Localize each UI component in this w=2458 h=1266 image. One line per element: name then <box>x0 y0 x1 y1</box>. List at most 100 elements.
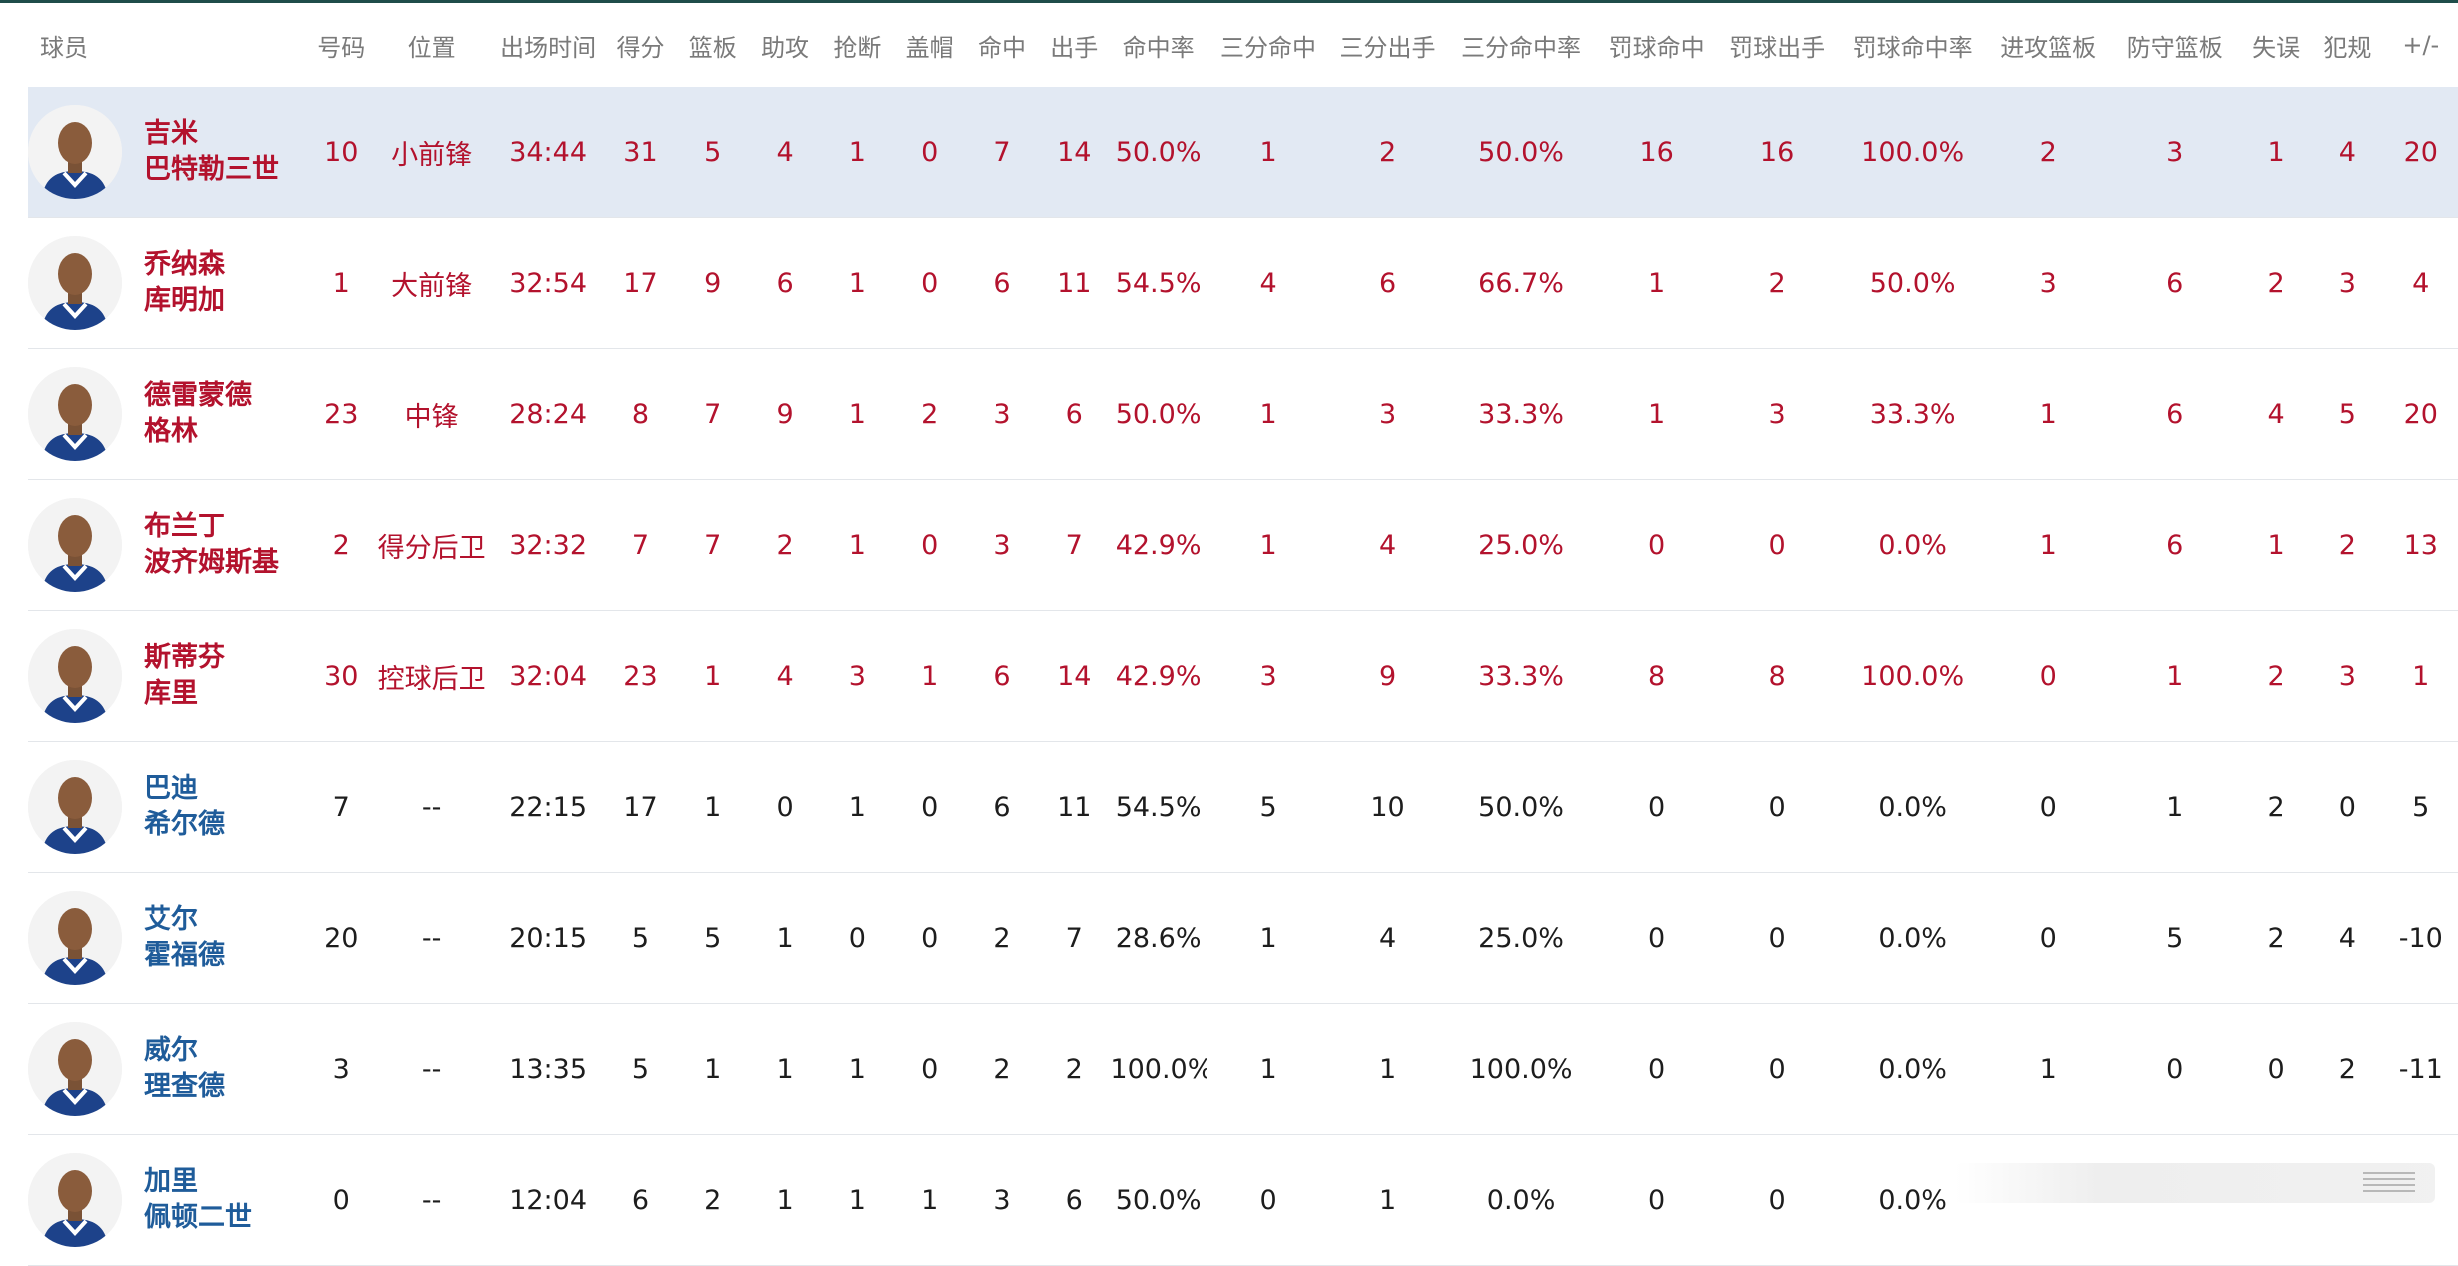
player-info[interactable]: 斯蒂芬 库里 <box>28 611 311 741</box>
header-turnovers[interactable]: 失误 <box>2252 33 2301 62</box>
header-rebounds[interactable]: 篮板 <box>688 33 737 62</box>
header-steals[interactable]: 抢断 <box>833 33 882 62</box>
player-avatar-icon[interactable] <box>28 1022 122 1116</box>
player-name-link[interactable]: 威尔 理查德 <box>144 1033 225 1105</box>
player-cell[interactable]: 威尔 理查德 <box>28 1004 311 1135</box>
header-points[interactable]: 得分 <box>616 33 665 62</box>
stat-three-pct: 100.0% <box>1469 1053 1573 1085</box>
stat-ft-made: 0 <box>1648 1184 1666 1216</box>
stat-number: 30 <box>324 660 359 692</box>
player-cell[interactable]: 加里 佩顿二世 <box>28 1135 311 1266</box>
header-three-made[interactable]: 三分命中 <box>1220 33 1317 62</box>
header-fg-pct[interactable]: 命中率 <box>1122 33 1195 62</box>
header-number[interactable]: 号码 <box>317 33 366 62</box>
table-row[interactable]: 斯蒂芬 库里 30 控球后卫 32:04 23 1 4 3 1 6 14 42.9% 3 9 33.3% 8 8 1… <box>28 611 2458 742</box>
player-avatar-icon[interactable] <box>28 760 122 854</box>
stat-fouls: 0 <box>2338 791 2356 823</box>
header-three-attempts[interactable]: 三分出手 <box>1339 33 1436 62</box>
header-minutes[interactable]: 出场时间 <box>500 33 597 62</box>
player-info[interactable]: 艾尔 霍福德 <box>28 873 311 1003</box>
stat-assists: 4 <box>776 660 794 692</box>
stat-fg-attempts: 7 <box>1065 922 1083 954</box>
stat-steals: 1 <box>848 398 866 430</box>
stat-ft-pct: 50.0% <box>1869 267 1956 299</box>
table-row[interactable]: 威尔 理查德 3 -- 13:35 5 1 1 1 0 2 2 100.0% 1 1 100.0% 0 0 0.0%… <box>28 1004 2458 1135</box>
stat-fg-attempts: 2 <box>1065 1053 1083 1085</box>
player-first-name: 布兰丁 <box>144 511 225 542</box>
player-name-link[interactable]: 德雷蒙德 格林 <box>144 378 252 450</box>
stat-ft-made: 0 <box>1648 1053 1666 1085</box>
header-plus-minus[interactable]: +/- <box>2402 31 2440 59</box>
player-cell[interactable]: 乔纳森 库明加 <box>28 218 311 349</box>
header-blocks[interactable]: 盖帽 <box>905 33 954 62</box>
stat-assists: 9 <box>776 398 794 430</box>
player-name-link[interactable]: 乔纳森 库明加 <box>144 247 225 319</box>
player-info[interactable]: 德雷蒙德 格林 <box>28 349 311 479</box>
stat-points: 17 <box>623 791 658 823</box>
header-off-rebounds[interactable]: 进攻篮板 <box>2000 33 2097 62</box>
stat-fg-pct: 50.0% <box>1115 398 1202 430</box>
player-cell[interactable]: 吉米 巴特勒三世 <box>28 87 311 218</box>
stat-three-pct: 66.7% <box>1478 267 1564 299</box>
table-row[interactable]: 布兰丁 波齐姆斯基 2 得分后卫 32:32 7 7 2 1 0 3 7 42.9% 1 4 25.0% 0 0 0… <box>28 480 2458 611</box>
stat-three-pct: 50.0% <box>1478 136 1564 168</box>
table-row[interactable]: 乔纳森 库明加 1 大前锋 32:54 17 9 6 1 0 6 11 54.5% 4 6 66.7% 1 2 50… <box>28 218 2458 349</box>
header-def-rebounds[interactable]: 防守篮板 <box>2126 33 2223 62</box>
player-avatar-icon[interactable] <box>28 891 122 985</box>
stat-ft-attempts: 0 <box>1768 922 1786 954</box>
stat-points: 31 <box>623 136 658 168</box>
player-last-name: 库里 <box>144 678 198 709</box>
player-avatar-icon[interactable] <box>28 629 122 723</box>
player-cell[interactable]: 艾尔 霍福德 <box>28 873 311 1004</box>
table-row[interactable]: 德雷蒙德 格林 23 中锋 28:24 8 7 9 1 2 3 6 50.0% 1 3 33.3% 1 3 33.3… <box>28 349 2458 480</box>
header-fouls[interactable]: 犯规 <box>2323 33 2372 62</box>
player-avatar-icon[interactable] <box>28 367 122 461</box>
player-name-link[interactable]: 布兰丁 波齐姆斯基 <box>144 509 279 581</box>
header-player[interactable]: 球员 <box>40 33 88 62</box>
header-fg-made[interactable]: 命中 <box>977 33 1026 62</box>
stat-steals: 1 <box>848 791 866 823</box>
stat-turnovers: 4 <box>2267 398 2285 430</box>
stat-fg-pct: 54.5% <box>1115 791 1202 823</box>
table-row[interactable]: 吉米 巴特勒三世 10 小前锋 34:44 31 5 4 1 0 7 14 50.0% 1 2 50.0% 16… <box>28 87 2458 218</box>
player-cell[interactable]: 斯蒂芬 库里 <box>28 611 311 742</box>
player-info[interactable]: 布兰丁 波齐姆斯基 <box>28 480 311 610</box>
player-info[interactable]: 巴迪 希尔德 <box>28 742 311 872</box>
player-name-link[interactable]: 加里 佩顿二世 <box>144 1164 252 1236</box>
player-info[interactable]: 吉米 巴特勒三世 <box>28 87 311 217</box>
header-three-pct[interactable]: 三分命中率 <box>1461 33 1582 62</box>
header-assists[interactable]: 助攻 <box>761 33 810 62</box>
player-name-link[interactable]: 艾尔 霍福德 <box>144 902 225 974</box>
stat-def-rebounds: 3 <box>2166 136 2184 168</box>
player-cell[interactable]: 巴迪 希尔德 <box>28 742 311 873</box>
player-info[interactable]: 加里 佩顿二世 <box>28 1135 311 1265</box>
player-avatar-icon[interactable] <box>28 236 122 330</box>
stat-turnovers: 2 <box>2267 922 2285 954</box>
header-ft-made[interactable]: 罚球命中 <box>1608 33 1705 62</box>
player-cell[interactable]: 德雷蒙德 格林 <box>28 349 311 480</box>
stat-number: 2 <box>332 529 350 561</box>
stat-three-made: 1 <box>1259 529 1277 561</box>
stat-points: 17 <box>623 267 658 299</box>
player-avatar-icon[interactable] <box>28 1153 122 1247</box>
stat-position: -- <box>421 922 442 954</box>
header-ft-pct[interactable]: 罚球命中率 <box>1852 33 1973 62</box>
player-name-link[interactable]: 巴迪 希尔德 <box>144 771 225 843</box>
table-row[interactable]: 巴迪 希尔德 7 -- 22:15 17 1 0 1 0 6 11 54.5% 5 10 50.0% 0 0 0.0… <box>28 742 2458 873</box>
player-avatar-icon[interactable] <box>28 105 122 199</box>
player-info[interactable]: 威尔 理查德 <box>28 1004 311 1134</box>
player-avatar-icon[interactable] <box>28 498 122 592</box>
player-info[interactable]: 乔纳森 库明加 <box>28 218 311 348</box>
stat-fouls: 4 <box>2338 136 2356 168</box>
header-ft-attempts[interactable]: 罚球出手 <box>1729 33 1826 62</box>
player-name-link[interactable]: 斯蒂芬 库里 <box>144 640 225 712</box>
stat-fg-made: 3 <box>993 529 1011 561</box>
player-name-link[interactable]: 吉米 巴特勒三世 <box>144 116 279 188</box>
table-row[interactable]: 艾尔 霍福德 20 -- 20:15 5 5 1 0 0 2 7 28.6% 1 4 25.0% 0 0 0.0% 0… <box>28 873 2458 1004</box>
stat-blocks: 0 <box>921 1053 939 1085</box>
header-fg-attempts[interactable]: 出手 <box>1050 33 1099 62</box>
stat-plus-minus: -10 <box>2398 922 2443 954</box>
player-cell[interactable]: 布兰丁 波齐姆斯基 <box>28 480 311 611</box>
stat-minutes: 20:15 <box>509 922 587 954</box>
header-position[interactable]: 位置 <box>407 33 456 62</box>
